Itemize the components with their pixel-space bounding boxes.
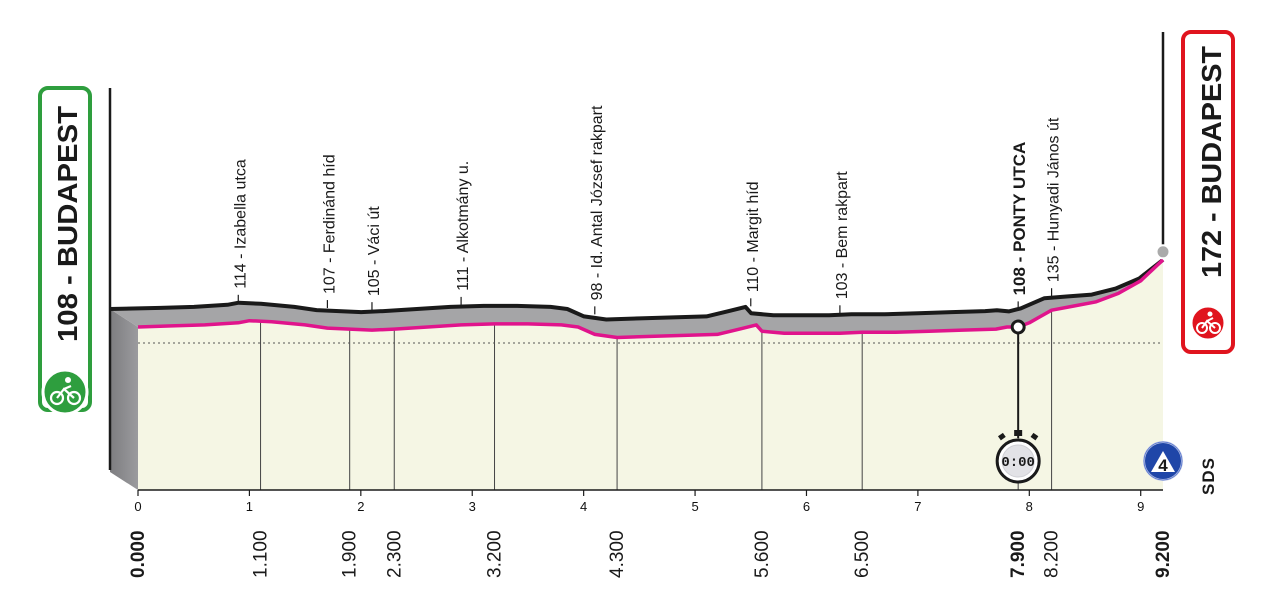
finish-badge-number: 4	[1158, 456, 1168, 475]
waypoints: 114 - Izabella utca 107 - Ferdinánd híd 10…	[232, 105, 1063, 315]
waypoint-label: 111 - Alkotmány u.	[455, 161, 472, 291]
axis-tick-label: 7	[914, 499, 921, 514]
km-distance-label: 1.100	[251, 530, 272, 578]
finish-banner-label: 172 - BUDAPEST	[1196, 46, 1227, 278]
start-cyclist-icon	[41, 368, 89, 416]
start-banner-label: 108 - BUDAPEST	[52, 106, 83, 342]
axis-tick-label: 0	[134, 499, 141, 514]
axis-ticks: 0 1 2 3 4 5 6 7 8 9	[134, 490, 1144, 514]
km-distance-label: 0.000	[128, 530, 149, 578]
axis-tick-label: 6	[803, 499, 810, 514]
km-distance-label: 7.900	[1008, 530, 1029, 578]
km-distance-label: 8.200	[1042, 530, 1063, 578]
start-banner: 108 - BUDAPEST	[38, 86, 92, 416]
km-distance-label: 2.300	[384, 530, 405, 578]
waypoint-label: 114 - Izabella utca	[232, 159, 249, 289]
km-distance-label: 6.500	[852, 530, 873, 578]
waypoint-label: 107 - Ferdinánd híd	[321, 154, 338, 294]
triangle-badge-icon: 4	[1143, 441, 1183, 481]
finish-banner: 172 - BUDAPEST	[1181, 30, 1235, 354]
finish-marker-dot	[1155, 244, 1171, 260]
axis-tick-label: 9	[1137, 499, 1144, 514]
intermediate-time-dot	[1010, 319, 1026, 335]
waypoint-label: 98 - Id. Antal József rakpart	[589, 105, 606, 300]
waypoint-label: 135 - Hunyadi János út	[1046, 117, 1063, 282]
waypoint-label: 105 - Váci út	[366, 206, 383, 296]
axis-tick-label: 5	[691, 499, 698, 514]
intermediate-time-text: 0:00	[1001, 455, 1035, 471]
profile-left-wall	[110, 309, 138, 490]
road-surface-band	[110, 259, 1163, 338]
intermediate-time-marker: 0:00	[995, 319, 1041, 484]
stopwatch-icon	[995, 430, 1041, 484]
route-line	[137, 258, 1165, 340]
axis-tick-label: 2	[357, 499, 364, 514]
finish-banner-box	[1181, 30, 1235, 354]
axis-tick-label: 1	[246, 499, 253, 514]
km-labels: 0.000 1.100 1.900 2.300 3.200 4.300 5.600 6.500…	[128, 530, 1174, 578]
axis-tick-label: 3	[469, 499, 476, 514]
waypoint-label: 110 - Margit híd	[745, 181, 762, 292]
waypoint-label: 103 - Bem rakpart	[834, 171, 851, 300]
profile-top-edge-line	[109, 258, 1165, 322]
waypoint-label: 108 - PONTY UTCA	[1010, 142, 1029, 296]
km-distance-label: 3.200	[485, 530, 506, 578]
km-distance-label: 1.900	[340, 530, 361, 578]
finish-cyclist-icon	[1189, 304, 1227, 342]
km-distance-label: 5.600	[752, 530, 773, 578]
km-distance-label: 9.200	[1153, 530, 1174, 578]
axis-tick-label: 8	[1026, 499, 1033, 514]
sponsor-logo-text: SDS	[1199, 457, 1218, 495]
km-distance-label: 4.300	[607, 530, 628, 578]
axis-tick-label: 4	[580, 499, 587, 514]
